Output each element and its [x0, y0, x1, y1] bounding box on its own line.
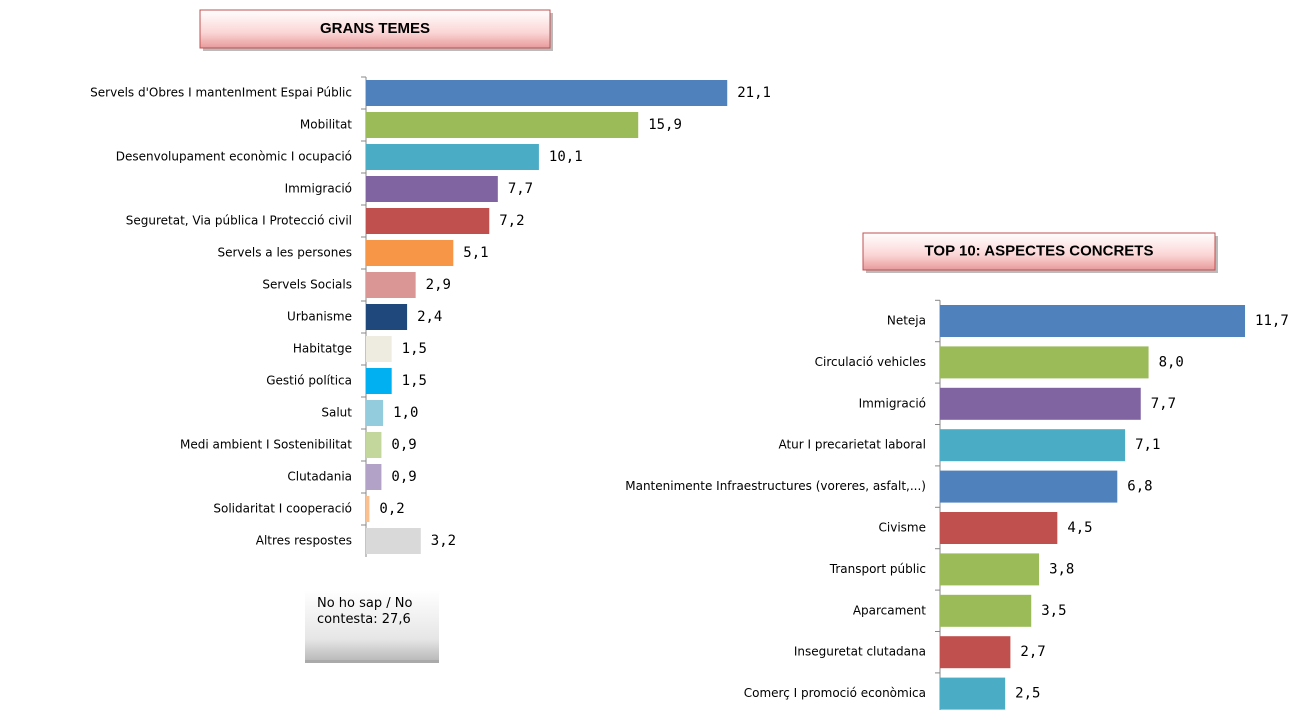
- title-box: [199, 9, 551, 49]
- value-label: 7,2: [499, 213, 524, 229]
- value-label: 2,4: [417, 309, 442, 325]
- category-label: Clutadania: [287, 470, 352, 484]
- value-label: 2,5: [1015, 686, 1040, 702]
- bar: [940, 346, 1149, 379]
- bar: [366, 272, 416, 298]
- category-label: Servels d'Obres I mantenIment Espai Públ…: [90, 86, 352, 100]
- value-label: 1,5: [402, 373, 427, 389]
- value-label: 0,9: [391, 469, 416, 485]
- bar: [940, 553, 1040, 586]
- category-label: Immigració: [859, 396, 926, 410]
- value-label: 0,9: [391, 437, 416, 453]
- bar: [366, 144, 539, 170]
- no-answer-note: No ho sap / No contesta: 27,6: [305, 590, 439, 663]
- bar: [366, 80, 728, 106]
- category-label: Neteja: [887, 314, 926, 328]
- category-label: Desenvolupament econòmic I ocupació: [116, 150, 352, 164]
- value-label: 5,1: [463, 245, 488, 261]
- value-label: 3,8: [1049, 561, 1074, 577]
- category-label: Habitatge: [293, 342, 352, 356]
- bar: [366, 432, 382, 458]
- bar: [366, 400, 384, 426]
- category-label: Circulació vehicles: [815, 355, 926, 369]
- bar: [366, 176, 498, 202]
- category-label: Servels Socials: [262, 278, 352, 292]
- category-label: Gestió política: [266, 374, 352, 388]
- value-label: 15,9: [648, 117, 682, 133]
- value-label: 6,8: [1127, 479, 1152, 495]
- bar: [366, 464, 382, 490]
- category-label: Servels a les persones: [217, 246, 352, 260]
- category-label: Comerç I promoció econòmica: [744, 686, 926, 700]
- bar: [366, 496, 370, 522]
- bar: [366, 368, 392, 394]
- value-label: 21,1: [737, 85, 771, 101]
- bar: [940, 512, 1058, 544]
- value-label: 0,2: [379, 501, 404, 517]
- value-label: 2,7: [1020, 644, 1045, 660]
- category-label: Mobilitat: [300, 118, 352, 132]
- bar: [366, 304, 408, 330]
- category-label: Inseguretat clutadana: [794, 645, 926, 659]
- bar: [366, 240, 454, 266]
- bar: [940, 636, 1011, 669]
- category-label: Mantenimente Infraestructures (voreres, …: [625, 479, 926, 493]
- category-label: Transport públic: [829, 562, 926, 576]
- category-label: Altres respostes: [256, 534, 352, 548]
- value-label: 7,7: [508, 181, 533, 197]
- category-label: Salut: [321, 406, 352, 420]
- category-label: Medi ambient I Sostenibilitat: [180, 438, 352, 452]
- bar: [366, 208, 490, 234]
- category-label: Seguretat, Via pública I Protecció civil: [126, 214, 352, 228]
- bar: [366, 112, 639, 138]
- category-label: Atur I precarietat laboral: [778, 438, 926, 452]
- category-label: Immigració: [285, 182, 352, 196]
- value-label: 11,7: [1255, 313, 1289, 329]
- bar: [366, 336, 392, 362]
- value-label: 4,5: [1067, 520, 1092, 536]
- value-label: 7,1: [1135, 437, 1160, 453]
- chart-title: TOP 10: ASPECTES CONCRETS: [925, 242, 1154, 259]
- category-label: Aparcament: [853, 603, 926, 617]
- value-label: 7,7: [1151, 396, 1176, 412]
- value-label: 3,5: [1041, 603, 1066, 619]
- bar: [940, 305, 1246, 337]
- value-label: 1,0: [393, 405, 418, 421]
- category-label: Urbanisme: [287, 310, 352, 324]
- title-box: [862, 232, 1216, 271]
- bar: [940, 594, 1032, 627]
- bar: [940, 470, 1118, 503]
- value-label: 8,0: [1159, 354, 1184, 370]
- bar: [940, 429, 1126, 462]
- bar: [940, 677, 1006, 710]
- chart-title: GRANS TEMES: [320, 20, 430, 37]
- value-label: 10,1: [549, 149, 583, 165]
- category-label: Civisme: [879, 521, 926, 535]
- bar: [940, 387, 1141, 420]
- value-label: 2,9: [426, 277, 451, 293]
- value-label: 3,2: [431, 533, 456, 549]
- bar: [366, 528, 421, 554]
- category-label: Solidaritat I cooperació: [213, 502, 352, 516]
- value-label: 1,5: [402, 341, 427, 357]
